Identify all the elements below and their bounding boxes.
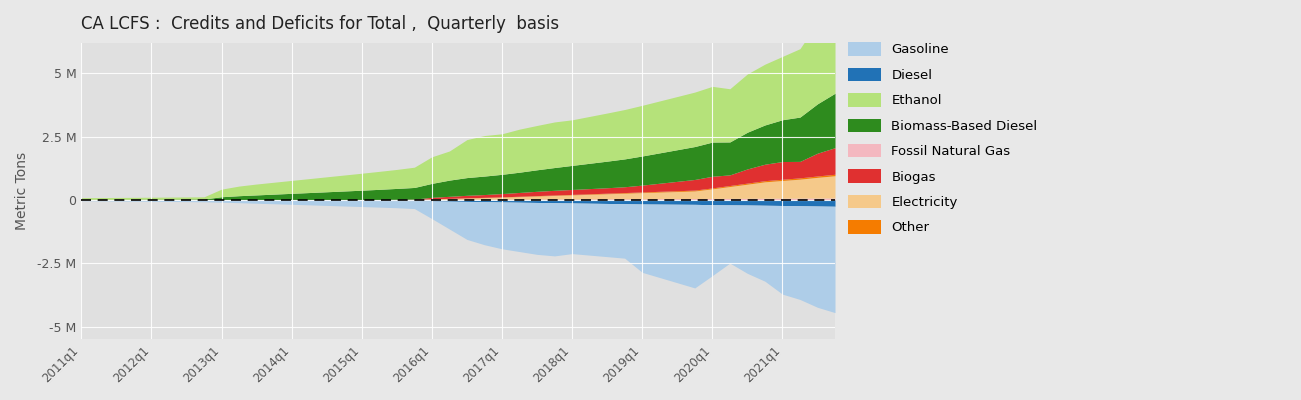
Y-axis label: Metric Tons: Metric Tons [16,152,29,230]
Text: CA LCFS :  Credits and Deficits for Total ,  Quarterly  basis: CA LCFS : Credits and Deficits for Total… [82,15,559,33]
Legend: Gasoline, Diesel, Ethanol, Biomass-Based Diesel, Fossil Natural Gas, Biogas, Ele: Gasoline, Diesel, Ethanol, Biomass-Based… [843,37,1043,240]
